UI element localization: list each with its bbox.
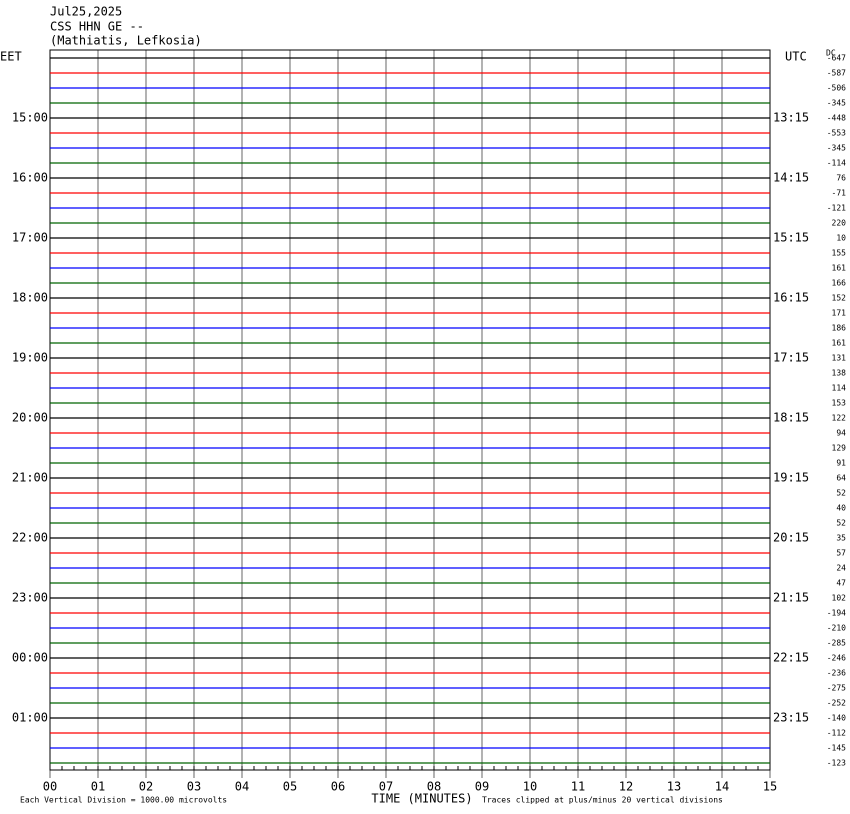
dc-offset: 52 bbox=[836, 519, 846, 528]
dc-offset: -114 bbox=[827, 159, 846, 168]
x-tick-label: 12 bbox=[619, 780, 633, 794]
x-tick-label: 01 bbox=[91, 780, 105, 794]
left-time-label: 16:00 bbox=[12, 171, 48, 185]
dc-offset: -553 bbox=[827, 129, 846, 138]
dc-offset: -285 bbox=[827, 639, 846, 648]
dc-offset: -236 bbox=[827, 669, 846, 678]
right-time-label: 13:15 bbox=[773, 111, 809, 125]
left-time-label: 18:00 bbox=[12, 291, 48, 305]
dc-offset: -121 bbox=[827, 204, 846, 213]
dc-offset: 76 bbox=[836, 174, 846, 183]
left-time-label: 23:00 bbox=[12, 591, 48, 605]
right-time-label: 18:15 bbox=[773, 411, 809, 425]
right-time-label: 16:15 bbox=[773, 291, 809, 305]
x-tick-label: 15 bbox=[763, 780, 777, 794]
dc-offset: 166 bbox=[832, 279, 847, 288]
x-tick-label: 11 bbox=[571, 780, 585, 794]
location: (Mathiatis, Lefkosia) bbox=[50, 34, 202, 48]
dc-header: DC bbox=[826, 49, 836, 58]
dc-offset: 47 bbox=[836, 579, 846, 588]
x-tick-label: 14 bbox=[715, 780, 729, 794]
dc-offset: 153 bbox=[832, 399, 847, 408]
right-time-label: 15:15 bbox=[773, 231, 809, 245]
x-tick-label: 04 bbox=[235, 780, 249, 794]
dc-offset: 10 bbox=[836, 234, 846, 243]
left-time-label: 22:00 bbox=[12, 531, 48, 545]
dc-offset: -112 bbox=[827, 729, 846, 738]
dc-offset: 24 bbox=[836, 564, 846, 573]
dc-offset: 102 bbox=[832, 594, 847, 603]
dc-offset: 129 bbox=[832, 444, 847, 453]
dc-offset: 161 bbox=[832, 339, 847, 348]
dc-offset: 91 bbox=[836, 459, 846, 468]
dc-offset: 122 bbox=[832, 414, 847, 423]
dc-offset: -506 bbox=[827, 84, 846, 93]
dc-offset: 35 bbox=[836, 534, 846, 543]
dc-offset: 138 bbox=[832, 369, 847, 378]
left-time-label: 01:00 bbox=[12, 711, 48, 725]
dc-offset: -71 bbox=[832, 189, 847, 198]
left-time-label: 00:00 bbox=[12, 651, 48, 665]
dc-offset: -275 bbox=[827, 684, 846, 693]
dc-offset: -345 bbox=[827, 99, 846, 108]
dc-offset: -252 bbox=[827, 699, 846, 708]
dc-offset: 40 bbox=[836, 504, 846, 513]
dc-offset: 171 bbox=[832, 309, 847, 318]
x-tick-label: 06 bbox=[331, 780, 345, 794]
right-time-label: 19:15 bbox=[773, 471, 809, 485]
right-time-label: 22:15 bbox=[773, 651, 809, 665]
right-time-label: 21:15 bbox=[773, 591, 809, 605]
right-time-label: 23:15 bbox=[773, 711, 809, 725]
left-time-label: 15:00 bbox=[12, 111, 48, 125]
dc-offset: 152 bbox=[832, 294, 847, 303]
x-tick-label: 09 bbox=[475, 780, 489, 794]
left-time-label: 17:00 bbox=[12, 231, 48, 245]
date: Jul25,2025 bbox=[50, 5, 122, 19]
dc-offset: 220 bbox=[832, 219, 847, 228]
dc-offset: -587 bbox=[827, 69, 846, 78]
right-time-label: 14:15 bbox=[773, 171, 809, 185]
dc-offset: -140 bbox=[827, 714, 846, 723]
dc-offset: -345 bbox=[827, 144, 846, 153]
left-time-label: 19:00 bbox=[12, 351, 48, 365]
dc-offset: -123 bbox=[827, 759, 846, 768]
x-axis-label: TIME (MINUTES) bbox=[371, 792, 472, 806]
dc-offset: -145 bbox=[827, 744, 846, 753]
left-zone: EET bbox=[0, 50, 22, 64]
dc-offset: 161 bbox=[832, 264, 847, 273]
dc-offset: -194 bbox=[827, 609, 846, 618]
right-zone: UTC bbox=[785, 50, 807, 64]
dc-offset: 186 bbox=[832, 324, 847, 333]
x-tick-label: 02 bbox=[139, 780, 153, 794]
x-tick-label: 08 bbox=[427, 780, 441, 794]
dc-offset: 131 bbox=[832, 354, 847, 363]
x-tick-label: 13 bbox=[667, 780, 681, 794]
x-tick-label: 07 bbox=[379, 780, 393, 794]
dc-offset: 52 bbox=[836, 489, 846, 498]
x-tick-label: 03 bbox=[187, 780, 201, 794]
x-tick-label: 05 bbox=[283, 780, 297, 794]
left-time-label: 20:00 bbox=[12, 411, 48, 425]
x-tick-label: 00 bbox=[43, 780, 57, 794]
dc-offset: 155 bbox=[832, 249, 847, 258]
scale-note: Each Vertical Division = 1000.00 microvo… bbox=[20, 796, 227, 805]
dc-offset: 94 bbox=[836, 429, 846, 438]
station: CSS HHN GE -- bbox=[50, 20, 144, 34]
dc-offset: -246 bbox=[827, 654, 846, 663]
dc-offset: 114 bbox=[832, 384, 847, 393]
dc-offset: -210 bbox=[827, 624, 846, 633]
right-time-label: 20:15 bbox=[773, 531, 809, 545]
dc-offset: 64 bbox=[836, 474, 846, 483]
x-tick-label: 10 bbox=[523, 780, 537, 794]
right-time-label: 17:15 bbox=[773, 351, 809, 365]
plot-frame bbox=[49, 49, 771, 771]
dc-offset: -647 bbox=[827, 54, 846, 63]
left-time-label: 21:00 bbox=[12, 471, 48, 485]
dc-offset: -448 bbox=[827, 114, 846, 123]
clip-note: Traces clipped at plus/minus 20 vertical… bbox=[482, 796, 723, 805]
dc-offset: 57 bbox=[836, 549, 846, 558]
